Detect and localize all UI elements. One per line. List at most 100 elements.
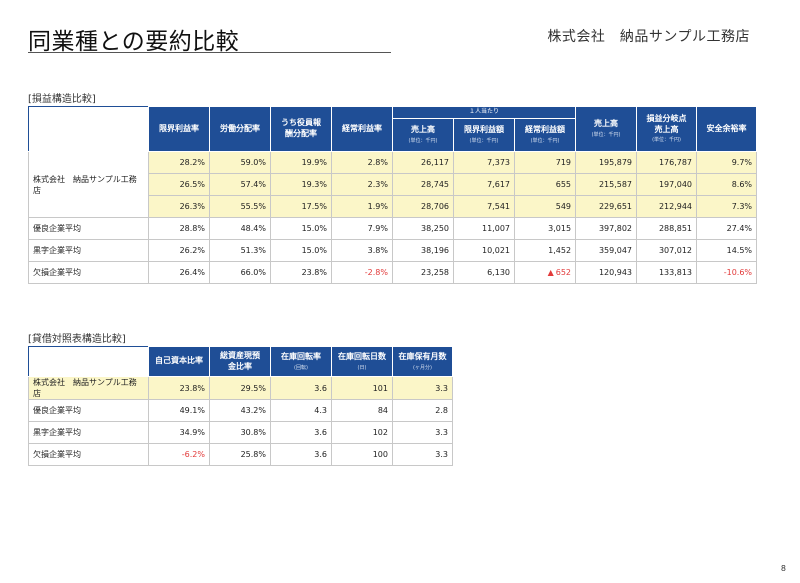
title-underline (28, 52, 391, 53)
table-cell: 15.0% (270, 239, 332, 262)
table-cell: 6,130 (453, 261, 515, 284)
row-label: 黒字企業平均 (28, 239, 149, 262)
col-header: 在庫回転率 (回転) (270, 346, 332, 377)
table-cell: 3.3 (392, 376, 453, 400)
table-row: 優良企業平均 28.8% 48.4% 15.0% 7.9% 38,250 11,007 3,0… (28, 217, 758, 240)
col-header: 限界利益額 (単位：千円) (453, 118, 515, 152)
table-cell: 43.2% (209, 399, 271, 422)
table-cell: 3.3 (392, 421, 453, 444)
table-cell: 7,541 (453, 195, 515, 218)
table-cell: 100 (331, 443, 393, 466)
table-cell: 10,021 (453, 239, 515, 262)
table-cell: -6.2% (148, 443, 210, 466)
table-cell: 2.3% (331, 173, 393, 196)
table-cell: 288,851 (636, 217, 698, 240)
table-cell: 2.8 (392, 399, 453, 422)
table-cell: 176,787 (636, 151, 698, 174)
col-header: 経常利益率 (331, 106, 393, 152)
section-label-bs: [貸借対照表構造比較] (28, 334, 126, 345)
table-cell: 120,943 (575, 261, 638, 284)
company-name: 株式会社 納品サンプル工務店 (547, 29, 750, 45)
col-header: 在庫回転日数 (日) (331, 346, 393, 377)
table-cell: 3.3 (392, 443, 453, 466)
table-cell: 34.9% (148, 421, 210, 444)
table-row: 黒字企業平均 34.9% 30.8% 3.6 102 3.3 (28, 421, 453, 444)
table-cell: 28,745 (392, 173, 454, 196)
table-cell: 229,651 (575, 195, 638, 218)
table-cell: 25.8% (209, 443, 271, 466)
table-cell: 3.6 (270, 376, 332, 400)
pl-comparison-table: 限界利益率 労働分配率 うち役員報酬分配率 経常利益率 １人当たり 売上高 (単位… (28, 106, 758, 284)
table-cell: 48.4% (209, 217, 271, 240)
table-cell: 38,250 (392, 217, 454, 240)
table-cell: 4.3 (270, 399, 332, 422)
group-header-per-person: １人当たり (391, 106, 577, 119)
table-cell: 1,452 (513, 239, 577, 262)
col-header: 損益分岐点売上高 (単位：千円) (636, 106, 698, 152)
table-row: 26.3% 55.5% 17.5% 1.9% 28,706 7,541 549 229,651… (29, 195, 758, 218)
negative-triangle-icon: ▲ (547, 268, 554, 277)
row-label: 優良企業平均 (28, 399, 149, 422)
row-label: 株式会社 納品サンプル工務店 (28, 151, 149, 218)
table-cell: 49.1% (148, 399, 210, 422)
table-cell: 26.5% (148, 173, 210, 196)
col-header: 限界利益率 (148, 106, 210, 152)
table-cell: 14.5% (696, 239, 758, 262)
col-header: 総資産現預金比率 (209, 346, 271, 377)
table-cell: 212,944 (636, 195, 698, 218)
table-cell: 133,813 (636, 261, 698, 284)
table-cell: 7,617 (453, 173, 515, 196)
table-cell: 8.6% (696, 173, 758, 196)
table-cell: 2.8% (331, 151, 393, 174)
table-cell: 1.9% (331, 195, 393, 218)
col-header: 売上高 (単位：千円) (575, 106, 638, 152)
table-row: 株式会社 納品サンプル工務店 23.8% 29.5% 3.6 101 3.3 (28, 376, 453, 400)
row-label: 欠損企業平均 (28, 261, 149, 284)
row-label: 欠損企業平均 (28, 443, 149, 466)
table-cell: 195,879 (575, 151, 638, 174)
table-cell: 549 (513, 195, 577, 218)
header-blank (28, 106, 149, 152)
col-header: 自己資本比率 (148, 346, 210, 377)
table-cell: 84 (331, 399, 393, 422)
col-header: 在庫保有月数 (ヶ月分) (392, 346, 453, 377)
table-cell: 9.7% (696, 151, 758, 174)
table-cell: 38,196 (392, 239, 454, 262)
table-cell: 19.9% (270, 151, 332, 174)
section-label-pl: [損益構造比較] (28, 94, 96, 105)
col-header: 労働分配率 (209, 106, 271, 152)
table-row: 優良企業平均 49.1% 43.2% 4.3 84 2.8 (28, 399, 453, 422)
table-cell: 719 (513, 151, 577, 174)
table-cell: 57.4% (209, 173, 271, 196)
table-cell: 17.5% (270, 195, 332, 218)
table-cell: 7,373 (453, 151, 515, 174)
table-cell: 3.6 (270, 443, 332, 466)
col-header: 安全余裕率 (696, 106, 758, 152)
table-cell: 3.6 (270, 421, 332, 444)
table-cell: ▲ 652 (513, 261, 577, 284)
row-label: 優良企業平均 (28, 217, 149, 240)
table-cell: 26,117 (392, 151, 454, 174)
table-cell: 28,706 (392, 195, 454, 218)
table-cell: 397,802 (575, 217, 638, 240)
table-cell: 51.3% (209, 239, 271, 262)
col-header: 経常利益額 (単位：千円) (513, 118, 577, 152)
table-cell: 101 (331, 376, 393, 400)
bs-comparison-table: 自己資本比率 総資産現預金比率 在庫回転率 (回転) 在庫回転日数 (日) 在庫保有… (28, 346, 453, 466)
table-cell: 30.8% (209, 421, 271, 444)
table-cell: 215,587 (575, 173, 638, 196)
table-cell: 23.8% (148, 376, 210, 400)
table-cell: 55.5% (209, 195, 271, 218)
table-cell: 7.9% (331, 217, 393, 240)
row-label: 株式会社 納品サンプル工務店 (28, 376, 149, 400)
page-title: 同業種との要約比較 (28, 29, 240, 55)
table-cell: 11,007 (453, 217, 515, 240)
table-row: 黒字企業平均 26.2% 51.3% 15.0% 3.8% 38,196 10,021 1,4… (28, 239, 758, 262)
table-cell: 23.8% (270, 261, 332, 284)
table-cell: 26.4% (148, 261, 210, 284)
table-cell: 15.0% (270, 217, 332, 240)
table-cell: 307,012 (636, 239, 698, 262)
table-cell: 102 (331, 421, 393, 444)
table-cell: 3.8% (331, 239, 393, 262)
table-cell: 29.5% (209, 376, 271, 400)
